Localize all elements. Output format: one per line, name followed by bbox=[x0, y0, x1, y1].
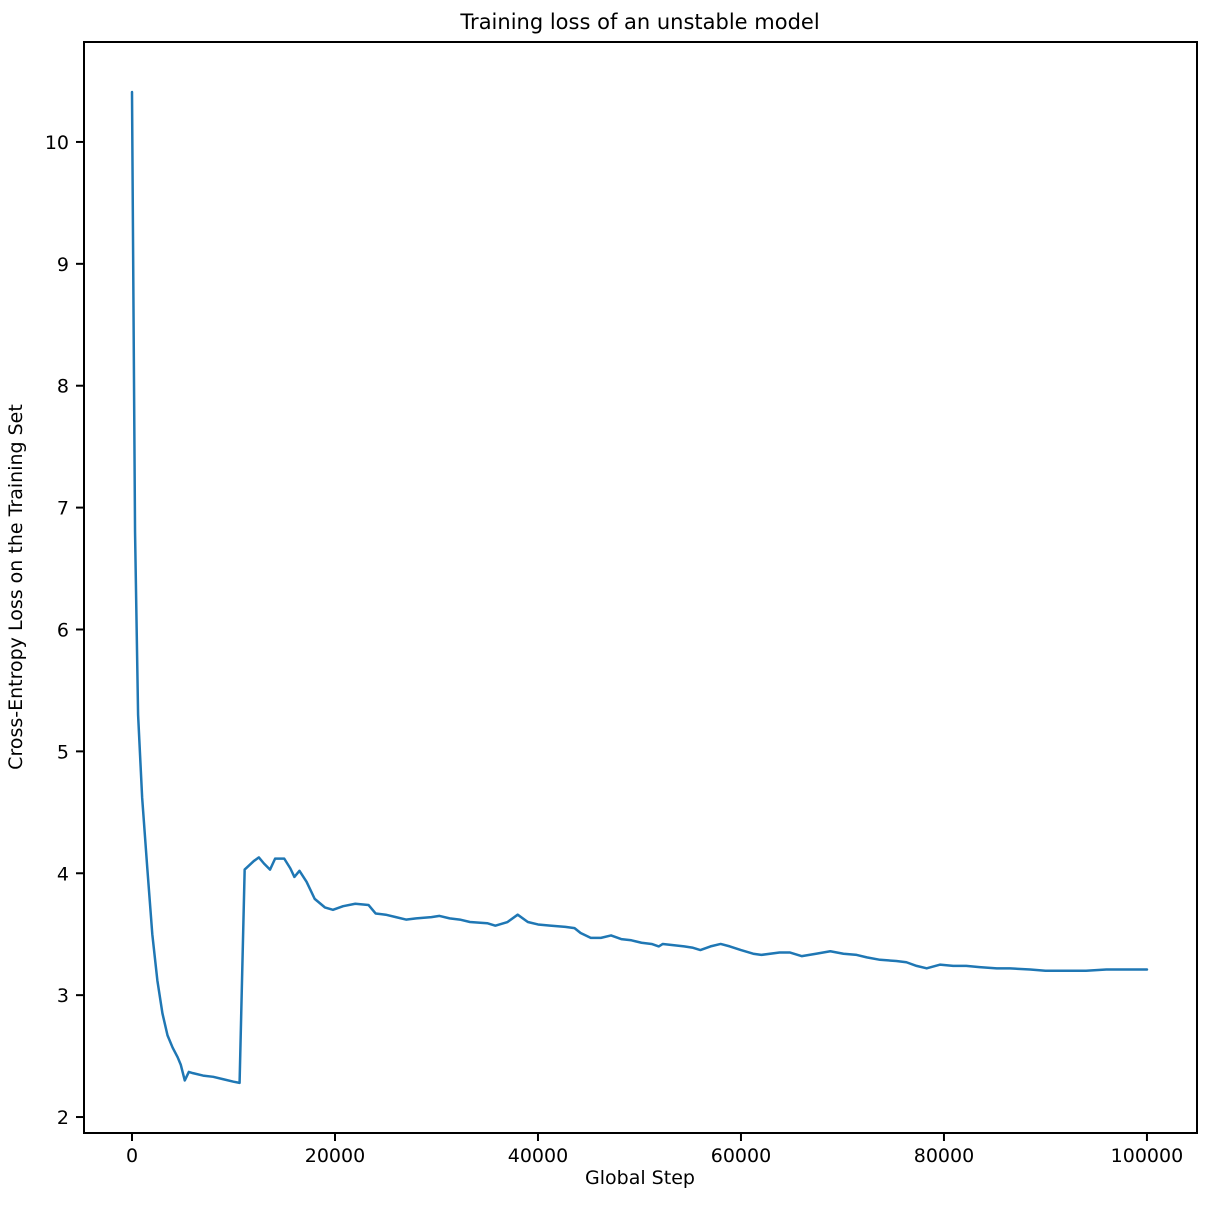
axes-frame bbox=[83, 41, 1198, 1134]
y-tick-label: 6 bbox=[57, 619, 69, 641]
x-tick-label: 60000 bbox=[711, 1145, 771, 1167]
y-tick-label: 3 bbox=[57, 985, 69, 1007]
y-tick-label: 9 bbox=[57, 254, 69, 276]
x-ticks: 0 20000 40000 60000 80000 100000 bbox=[126, 1133, 1183, 1167]
x-tick-label: 80000 bbox=[914, 1145, 974, 1167]
y-axis-label: Cross-Entropy Loss on the Training Set bbox=[5, 404, 27, 770]
y-tick-label: 7 bbox=[57, 498, 69, 520]
x-tick-label: 20000 bbox=[305, 1145, 365, 1167]
y-tick-label: 4 bbox=[57, 863, 69, 885]
chart-title: Training loss of an unstable model bbox=[459, 10, 819, 34]
x-axis-label: Global Step bbox=[585, 1167, 695, 1189]
x-tick-label: 0 bbox=[126, 1145, 138, 1167]
training-loss-curve bbox=[130, 90, 1149, 1085]
y-tick-label: 5 bbox=[57, 741, 69, 763]
x-tick-label: 40000 bbox=[508, 1145, 568, 1167]
y-tick-label: 10 bbox=[45, 132, 69, 154]
plot-series bbox=[130, 90, 1149, 1085]
y-tick-label: 2 bbox=[57, 1107, 69, 1129]
x-tick-label: 100000 bbox=[1111, 1145, 1184, 1167]
y-tick-label: 8 bbox=[57, 376, 69, 398]
y-ticks: 2 3 4 5 6 7 8 9 10 bbox=[45, 132, 84, 1129]
